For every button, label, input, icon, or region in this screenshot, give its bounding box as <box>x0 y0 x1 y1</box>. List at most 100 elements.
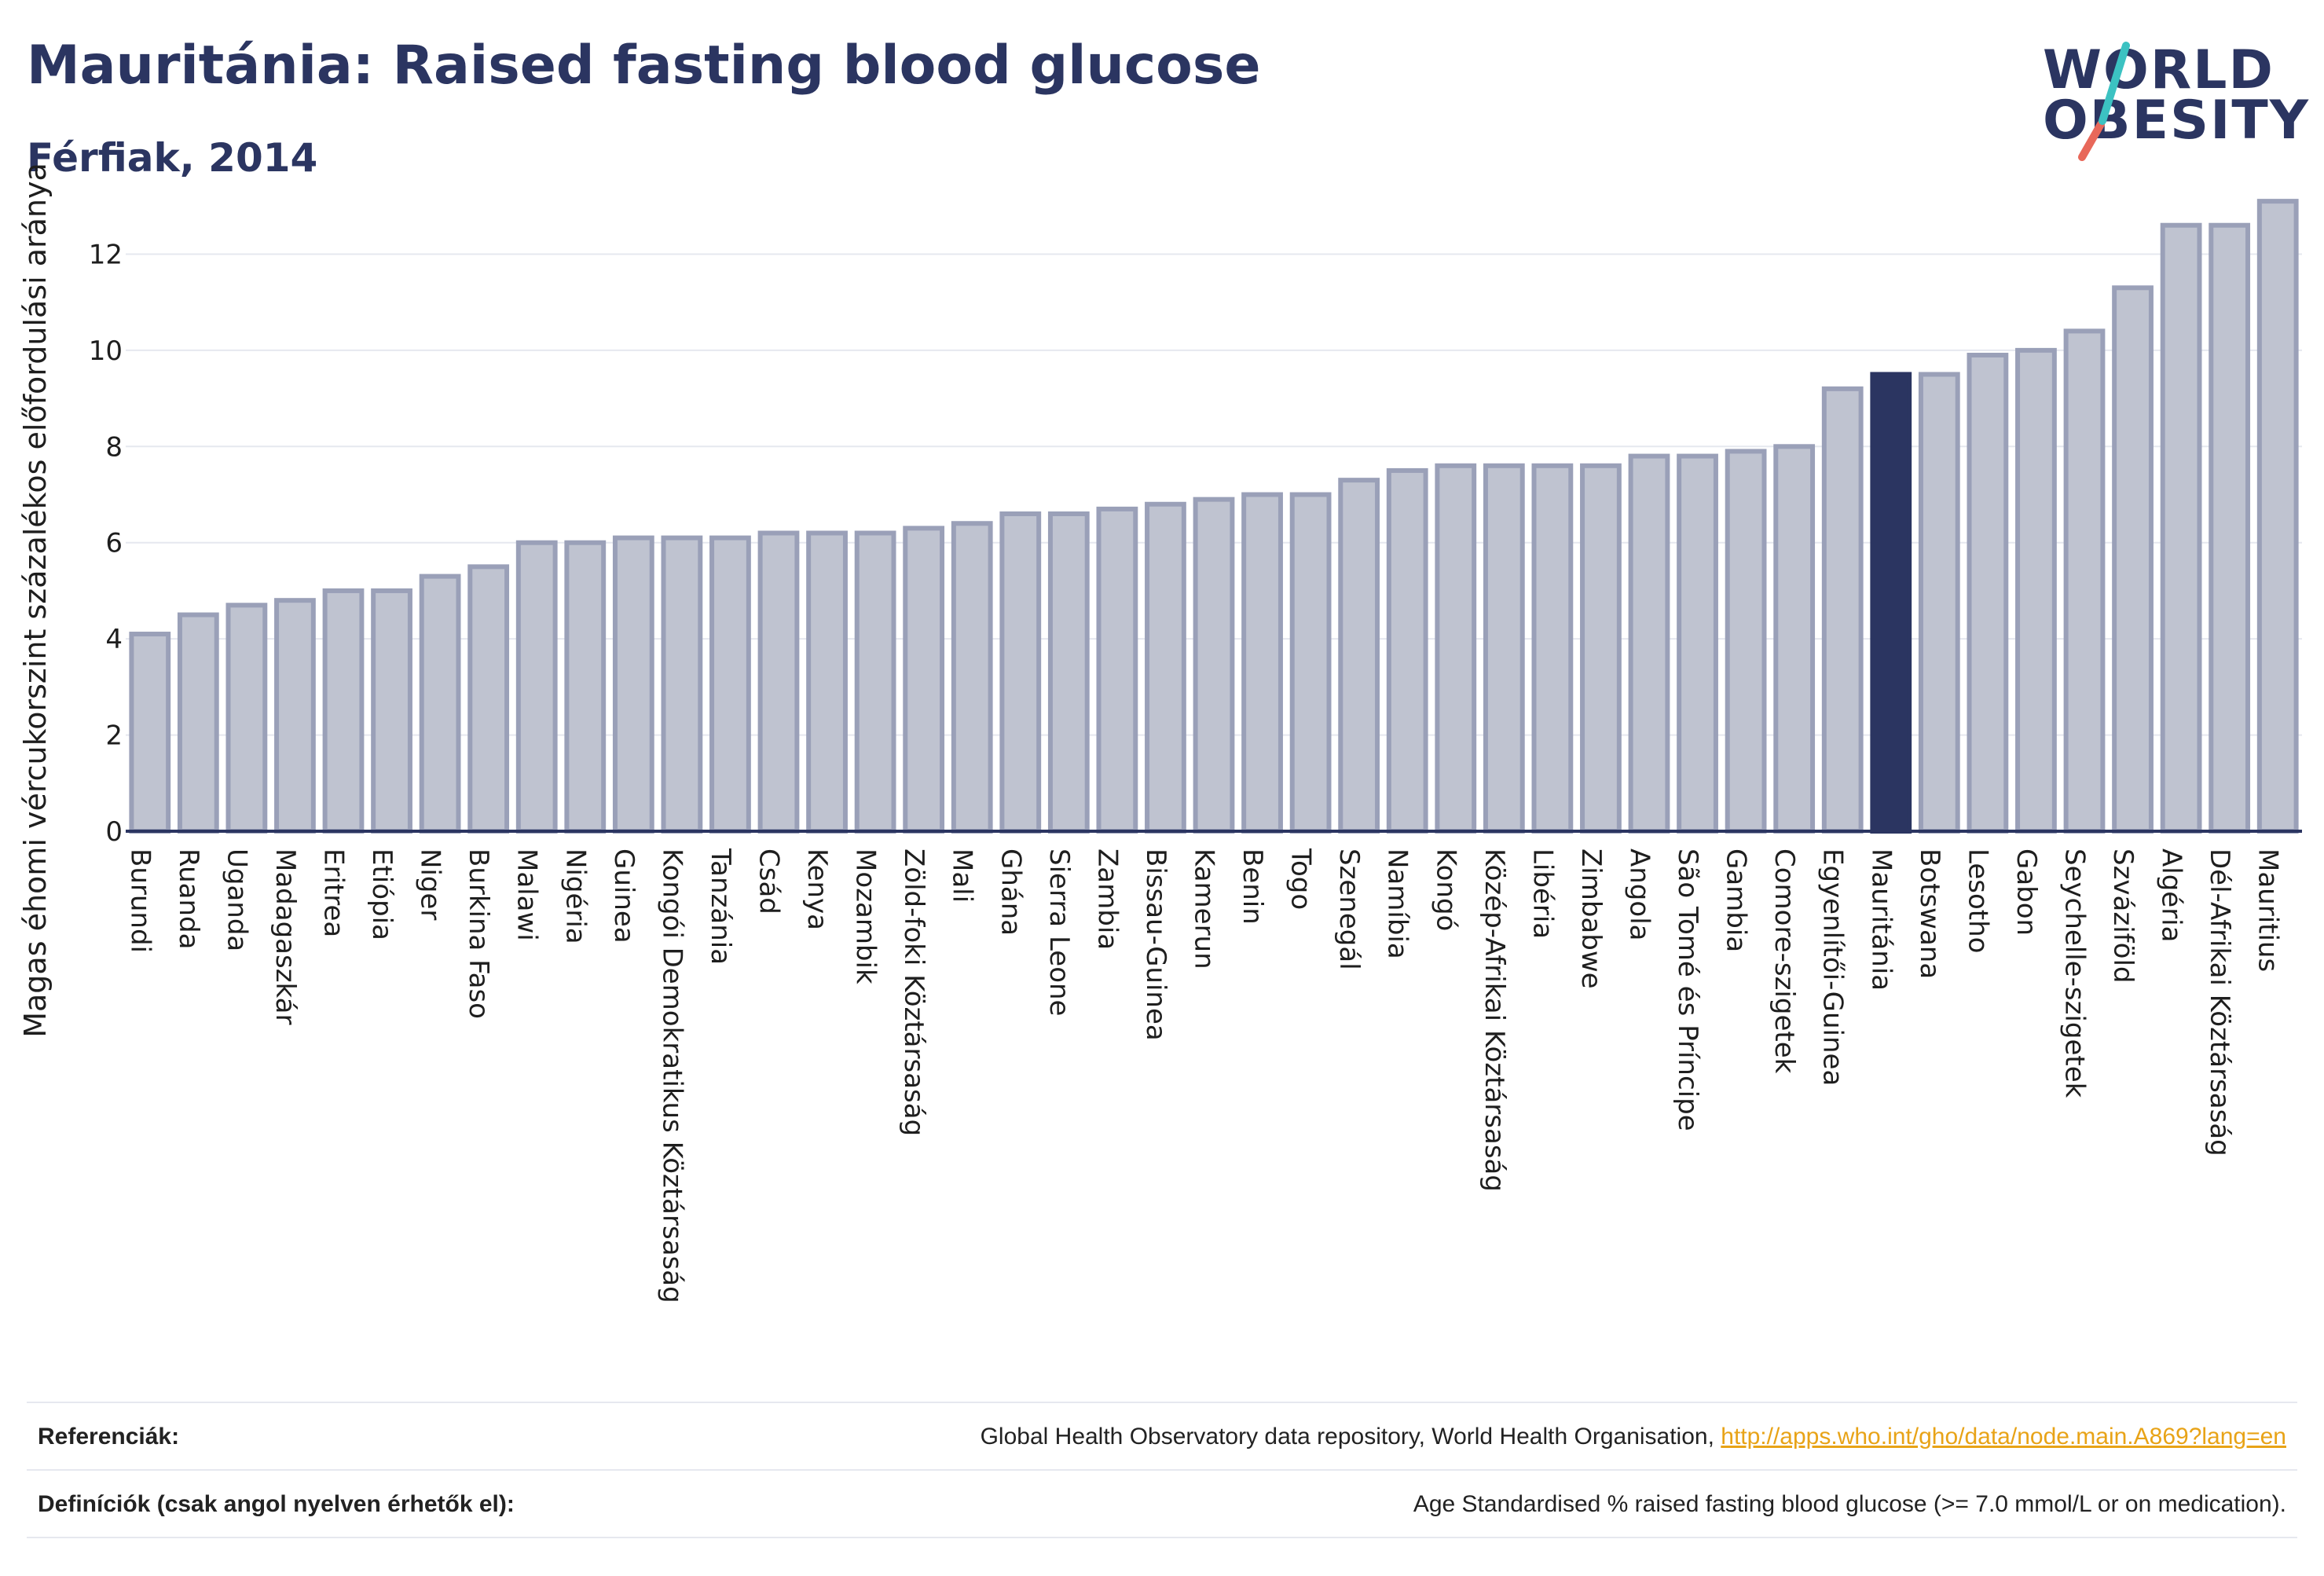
y-axis-label: Magas éhomi vércukorszint százalékos elő… <box>18 163 53 1038</box>
x-tick-label: Seychelle-szigetek <box>2059 848 2091 1098</box>
references-row: Referenciák: Global Health Observatory d… <box>27 1403 2297 1469</box>
y-tick-label: 6 <box>105 528 123 559</box>
x-tick-label: Angola <box>1624 848 1655 940</box>
x-tick-label: Burundi <box>124 848 156 953</box>
bar <box>1773 444 1816 834</box>
x-tick-label: Malawi <box>511 848 543 941</box>
x-tick-label: Dél-Afrikai Köztársaság <box>2204 848 2235 1156</box>
bar <box>129 632 171 834</box>
bar-highlight <box>1870 372 1912 834</box>
bar <box>2209 222 2251 834</box>
x-tick-label: Burkina Faso <box>463 848 494 1019</box>
x-tick-label: Egyenlítői-Guinea <box>1817 848 1849 1086</box>
x-tick-label: Niger <box>415 848 446 920</box>
y-tick-label: 8 <box>105 431 123 463</box>
bar <box>661 535 703 834</box>
bar <box>1386 467 1428 834</box>
bars <box>129 199 2299 834</box>
bar <box>1483 463 1525 834</box>
bar <box>903 526 945 834</box>
bar <box>951 521 993 834</box>
x-tick-label: Benin <box>1237 848 1268 925</box>
x-tick-label: Algéria <box>2156 848 2187 942</box>
bar-chart: 0 2 4 6 8 10 12 Burundi Ruanda Uganda Madagaszkár… <box>18 163 2302 1303</box>
x-tick-label: Gabon <box>2011 848 2042 936</box>
bar <box>1821 386 1864 834</box>
x-tick-label: Csád <box>753 848 785 914</box>
x-tick-label: Uganda <box>221 848 252 951</box>
x-tick-label: Zambia <box>1091 848 1123 950</box>
x-tick-label: Madagaszkár <box>269 848 301 1024</box>
bar <box>757 530 800 834</box>
bar <box>515 540 558 834</box>
x-tick-label: Szváziföld <box>2107 848 2139 983</box>
chart-subtitle: Férfiak, 2014 <box>27 135 318 181</box>
bar <box>612 535 654 834</box>
bar <box>225 603 268 834</box>
bar <box>854 530 896 834</box>
bar <box>1435 463 1477 834</box>
x-tick-label: Ruanda <box>173 848 204 949</box>
x-tick-label: Mali <box>947 848 978 903</box>
x-tick-label: Tanzánia <box>705 848 736 965</box>
bar <box>2256 199 2299 834</box>
x-tick-label: Kamerun <box>1189 848 1220 969</box>
y-tick-label: 12 <box>89 239 123 270</box>
bar <box>1531 463 1574 834</box>
x-tick-label: Mauritánia <box>1865 848 1897 991</box>
x-tick-label: Botswana <box>1914 848 1945 979</box>
bar <box>709 535 751 834</box>
x-tick-label: Ghána <box>995 848 1026 936</box>
y-tick-label: 2 <box>105 720 123 752</box>
bar <box>2160 222 2202 834</box>
bar <box>564 540 607 834</box>
bar <box>1289 492 1332 834</box>
x-tick-label: Togo <box>1285 848 1317 910</box>
bar <box>177 612 219 834</box>
y-tick-label: 0 <box>105 816 123 848</box>
logo-word-world: WORLD <box>2043 39 2275 101</box>
x-tick-label: Etiópia <box>366 848 398 940</box>
bar <box>2112 285 2154 834</box>
x-tick-label: Kongói Demokratikus Köztársaság <box>656 848 687 1303</box>
bar <box>1241 492 1283 834</box>
references-link[interactable]: http://apps.who.int/gho/data/node.main.A… <box>1721 1424 2286 1450</box>
bar <box>2063 328 2106 834</box>
world-obesity-logo: WORLD OBESITY <box>2043 39 2310 165</box>
bar <box>1096 506 1138 834</box>
x-tick-label: Közép-Afrikai Köztársaság <box>1479 848 1510 1192</box>
x-tick-label: Gambia <box>1721 848 1752 952</box>
bar <box>274 598 316 834</box>
x-tick-label: Libéria <box>1527 848 1558 939</box>
bar <box>806 530 848 834</box>
footer-divider <box>27 1537 2297 1538</box>
references-value: Global Health Observatory data repositor… <box>981 1424 2286 1450</box>
x-tick-label: São Tomé és Príncipe <box>1672 848 1703 1131</box>
footer-divider <box>27 1469 2297 1471</box>
chart-title: Mauritánia: Raised fasting blood glucose <box>27 35 1261 97</box>
x-tick-label: Kenya <box>801 848 833 930</box>
bar <box>1918 372 1960 834</box>
bar <box>1725 449 1767 834</box>
y-axis-ticks: 0 2 4 6 8 10 12 <box>89 239 123 848</box>
references-label: Referenciák: <box>38 1424 180 1450</box>
x-tick-label: Zöld-foki Köztársaság <box>898 848 929 1136</box>
x-tick-label: Zimbabwe <box>1575 848 1607 989</box>
definitions-row: Definíciók (csak angol nyelven érhetők e… <box>27 1471 2297 1537</box>
bar <box>322 588 365 834</box>
x-tick-label: Sierra Leone <box>1043 848 1075 1016</box>
x-tick-label: Bissau-Guinea <box>1140 848 1171 1041</box>
definitions-value: Age Standardised % raised fasting blood … <box>1413 1491 2286 1517</box>
references-text: Global Health Observatory data repositor… <box>980 1424 1721 1450</box>
x-tick-label: Namíbia <box>1382 848 1413 959</box>
bar <box>1677 453 1718 834</box>
x-tick-label: Guinea <box>608 848 640 944</box>
y-tick-label: 10 <box>89 335 123 367</box>
bar <box>1628 453 1670 834</box>
bar <box>1145 501 1186 834</box>
x-tick-label: Nigéria <box>559 848 591 944</box>
x-tick-label: Mozambik <box>850 848 882 984</box>
bar <box>2015 347 2057 834</box>
bar <box>1338 478 1380 834</box>
footer-divider <box>27 1402 2297 1403</box>
